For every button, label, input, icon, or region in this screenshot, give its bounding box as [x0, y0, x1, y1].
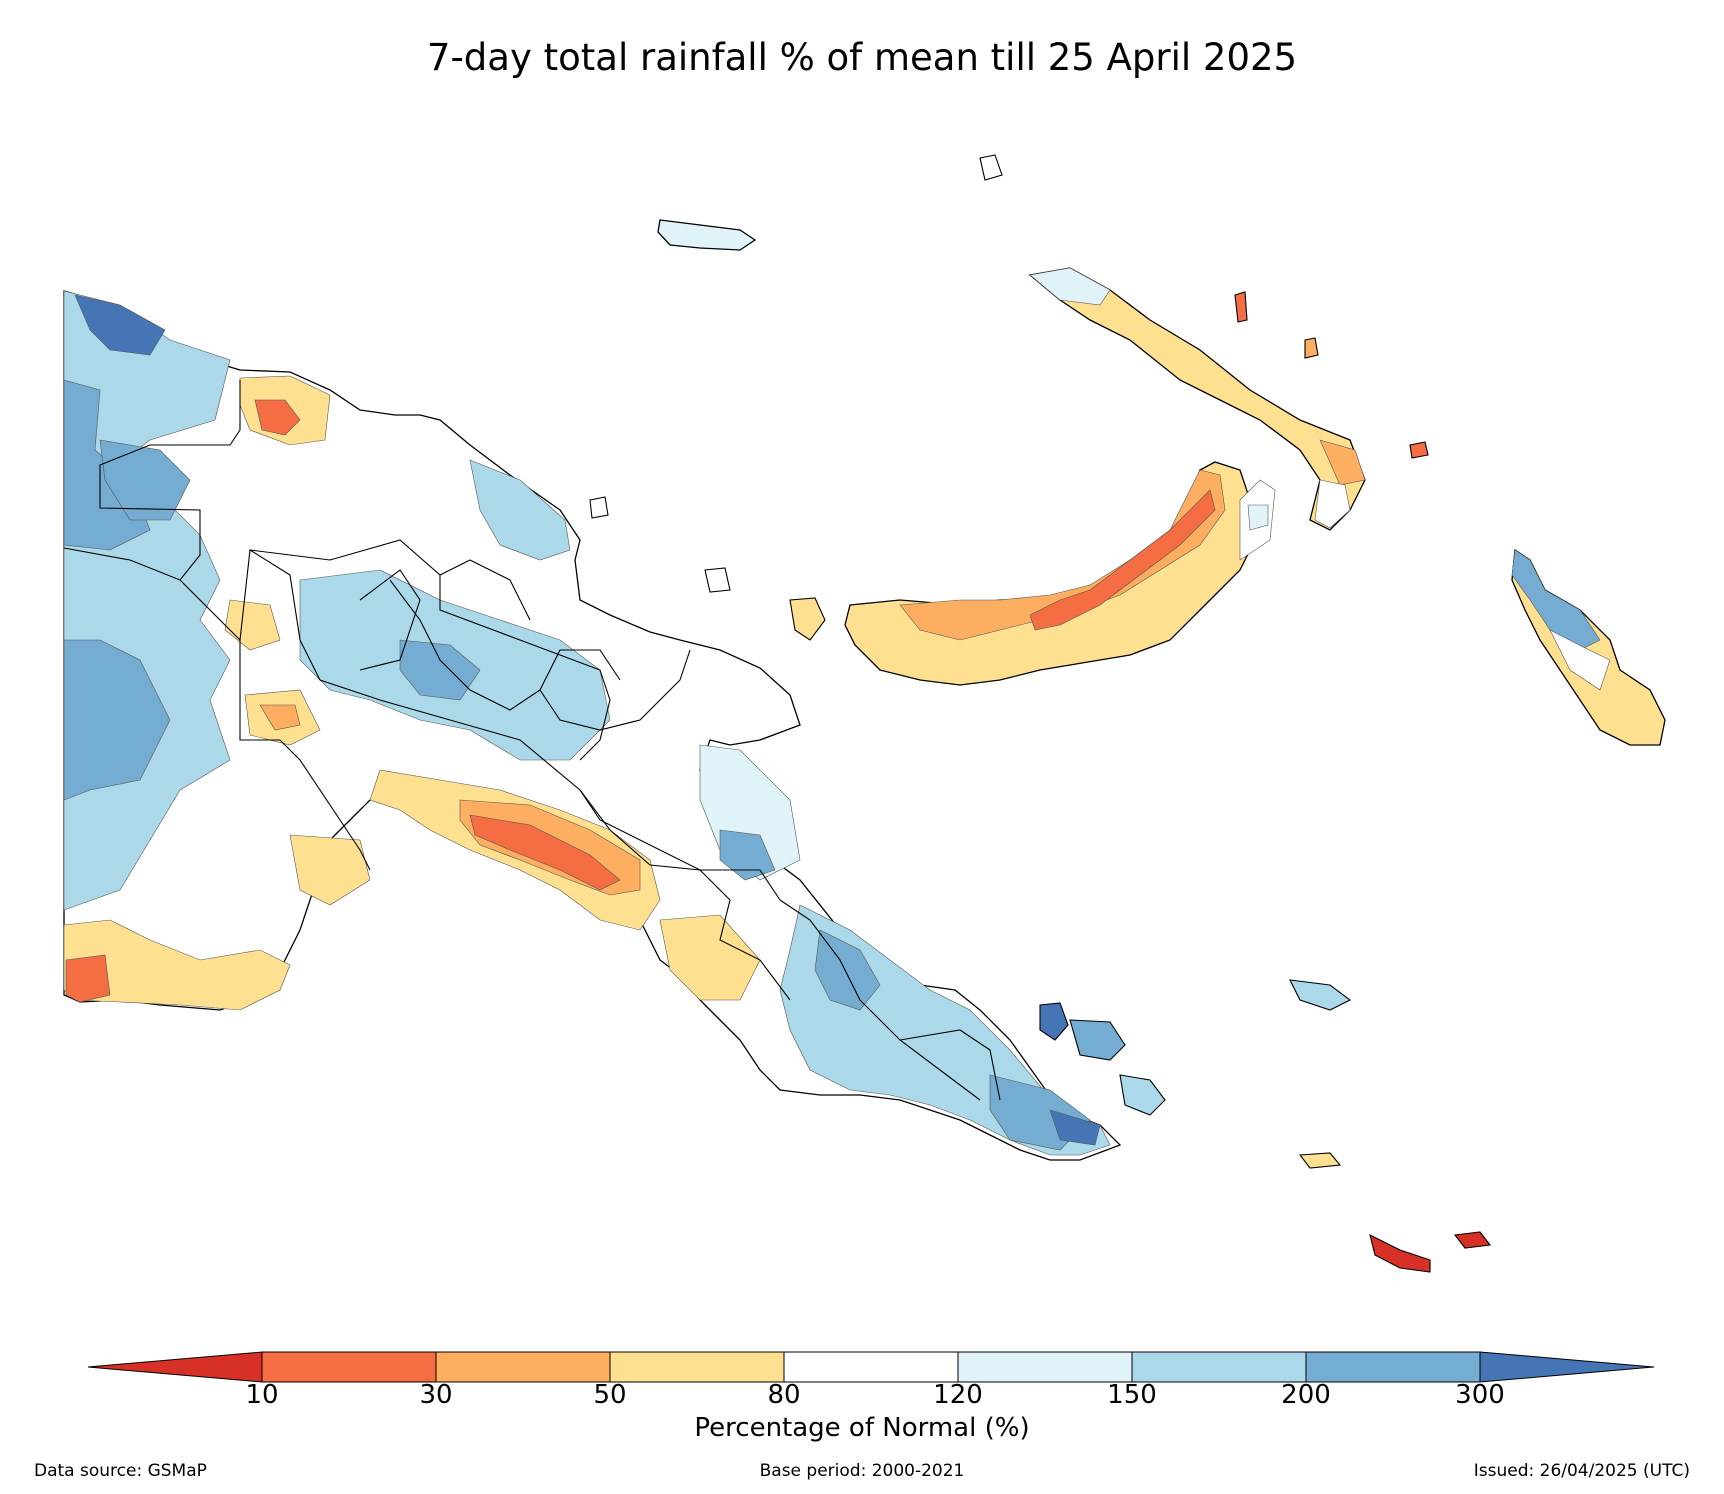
colorbar-tick-10: 10: [245, 1380, 279, 1410]
small-islands: [589, 154, 1492, 1273]
north-orange-spot: [254, 399, 301, 436]
east-coast-blue-spot: [719, 829, 776, 881]
new-ireland-island: [1028, 267, 1366, 531]
lihir-island: [1409, 441, 1429, 459]
issued-date-note: Issued: 26/04/2025 (UTC): [1473, 1461, 1690, 1481]
central-yellow-1: [224, 599, 281, 651]
colorbar-tick-150: 150: [1107, 1380, 1157, 1410]
central-south-yellow: [659, 914, 761, 1001]
karkar-island: [589, 496, 609, 519]
base-period-note: Base period: 2000-2021: [759, 1461, 965, 1481]
colorbar-tick-200: 200: [1281, 1380, 1331, 1410]
woodlark-island: [1298, 1152, 1342, 1169]
colorbar-tick-50: 50: [593, 1380, 627, 1410]
highlands-dark-blue: [399, 639, 481, 701]
colorbar-segment-120-150: [957, 1351, 1133, 1383]
colorbar-tick-80: 80: [767, 1380, 801, 1410]
tabar-island: [1234, 291, 1248, 323]
colorbar-extend-low: [87, 1351, 263, 1383]
southeast-tip-darkest: [1049, 1109, 1101, 1146]
bougainville-island: [1511, 548, 1666, 746]
colorbar-tick-300: 300: [1455, 1380, 1505, 1410]
mussau-island: [979, 154, 1003, 181]
southwest-yellow: [63, 919, 291, 1011]
colorbar-tick-30: 30: [419, 1380, 453, 1410]
southwest-orange: [65, 954, 111, 1003]
data-source-note: Data source: GSMaP: [34, 1461, 207, 1481]
northwest-dark-blue: [74, 294, 166, 356]
north-coast-blue: [469, 459, 571, 561]
new-britain-island: [844, 461, 1276, 686]
bougainville-blue: [1511, 549, 1601, 651]
west-mid-blue-3: [99, 439, 191, 521]
south-coast-yellow: [289, 834, 371, 906]
manus-island: [657, 219, 757, 251]
goodenough-island: [1039, 1002, 1069, 1041]
new-britain-red: [1029, 489, 1216, 631]
gulf-red-orange: [469, 814, 621, 891]
bougainville-white: [1549, 629, 1611, 691]
colorbar-segment-200-300: [1305, 1351, 1481, 1383]
central-orange-spot: [259, 704, 301, 731]
manus-landmass: [657, 219, 757, 251]
colorbar-segment-50-80: [609, 1351, 785, 1383]
west-mid-blue-2: [63, 639, 171, 801]
colorbar-label: Percentage of Normal (%): [694, 1413, 1030, 1443]
colorbar-segment-80-120: [783, 1351, 959, 1383]
new-ireland-white: [1029, 267, 1111, 306]
rossel-island: [1453, 1231, 1492, 1249]
colorbar-segment-10-30: [261, 1351, 437, 1383]
colorbar-extend-high: [1479, 1351, 1655, 1383]
colorbar-segment-150-200: [1131, 1351, 1307, 1383]
new-britain-east-lightblue: [1247, 504, 1269, 531]
umboi-island: [789, 597, 826, 641]
fergusson-island: [1069, 1019, 1126, 1061]
new-ireland-tail-white: [1314, 479, 1351, 529]
normanby-island: [1119, 1074, 1166, 1116]
sudest-island: [1369, 1233, 1431, 1273]
new-ireland-orange: [1319, 439, 1366, 486]
colorbar-tick-120: 120: [933, 1380, 983, 1410]
colorbar-segment-30-50: [435, 1351, 611, 1383]
mainland-papua-new-guinea: [63, 290, 1122, 1161]
map-title: 7-day total rainfall % of mean till 25 A…: [426, 36, 1298, 79]
feni-island: [1304, 337, 1319, 359]
trobriand-island: [1289, 979, 1352, 1011]
long-island: [704, 567, 731, 593]
east-peninsula-dark: [814, 929, 881, 1011]
province-boundaries: [63, 380, 1001, 1101]
